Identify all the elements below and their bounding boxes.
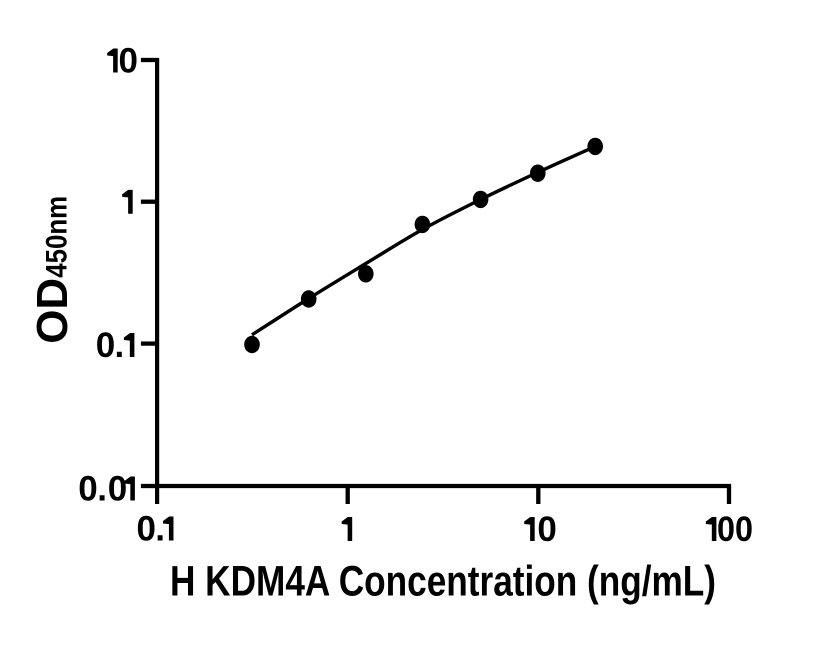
svg-text:OD450nm: OD450nm: [28, 196, 77, 344]
svg-text:0: 0: [78, 470, 97, 509]
svg-text:0: 0: [108, 470, 127, 509]
svg-text:0: 0: [96, 326, 115, 365]
svg-text:.: .: [115, 326, 125, 365]
svg-text:.: .: [97, 470, 107, 509]
svg-text:0: 0: [119, 42, 138, 81]
svg-text:.: .: [155, 510, 165, 549]
svg-text:0: 0: [537, 510, 556, 549]
svg-text:00: 00: [717, 510, 753, 549]
svg-text:0: 0: [137, 510, 156, 549]
svg-text:H KDM4A Concentration (ng/mL): H KDM4A Concentration (ng/mL): [170, 558, 716, 605]
